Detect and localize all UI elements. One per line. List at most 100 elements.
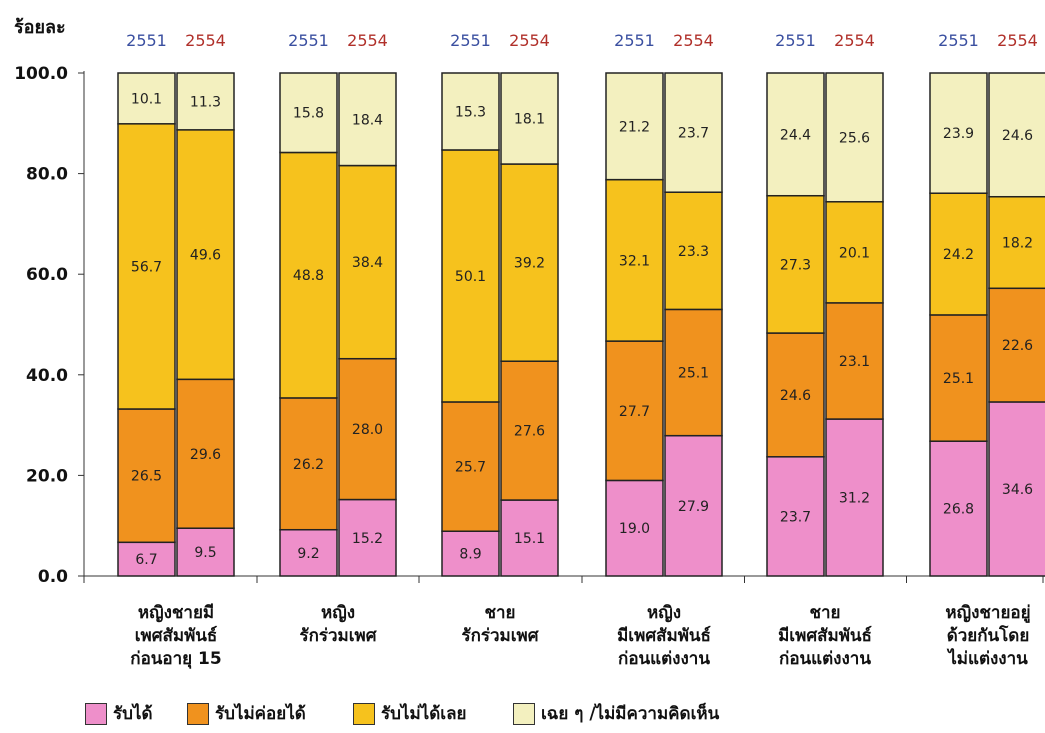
data-label-g4-b0-s1: 24.6 — [780, 388, 811, 404]
bar-segment-g3-b1-s2 — [664, 191, 723, 311]
bar-segment-g1-b0-s2 — [279, 151, 338, 399]
legend-label-barely-accept: รับไม่ค่อยได้ — [215, 704, 306, 724]
category-label-1-line-1: รักร่วมเพศ — [299, 626, 377, 646]
bar-segment-g3-b1-s1 — [664, 308, 723, 437]
bar-segment-g5-b1-s0 — [988, 401, 1045, 577]
category-label-3-line-2: ก่อนแต่งงาน — [618, 649, 710, 669]
year-label-3-2551: 2551 — [614, 31, 655, 50]
bar-segment-g4-b1-s2 — [825, 201, 884, 304]
year-label-4-2551: 2551 — [775, 31, 816, 50]
data-label-g2-b1-s1: 27.6 — [514, 424, 545, 440]
bar-segment-g5-b0-s2 — [929, 192, 988, 316]
data-label-g5-b0-s3: 23.9 — [943, 126, 974, 142]
year-label-0-2551: 2551 — [126, 31, 167, 50]
data-label-g4-b1-s3: 25.6 — [839, 130, 870, 146]
stacked-bar-chart: ร้อยละ 0.0 20.0 40.0 60.0 80.0 100.0 2551 6.7 26.… — [14, 17, 1045, 669]
bar-segment-g1-b0-s3 — [279, 72, 338, 154]
data-label-g5-b0-s2: 24.2 — [943, 247, 974, 263]
bar-segment-g4-b0-s3 — [766, 72, 825, 197]
category-label-1-line-0: หญิง — [321, 603, 355, 623]
data-label-g2-b1-s3: 18.1 — [514, 112, 545, 128]
bar-segment-g3-b1-s3 — [664, 72, 723, 193]
bar-segment-g5-b0-s1 — [929, 314, 988, 442]
data-label-g5-b0-s1: 25.1 — [943, 371, 974, 387]
data-label-g3-b1-s2: 23.3 — [678, 244, 709, 260]
year-label-5-2554: 2554 — [997, 31, 1038, 50]
y-tick-label-2: 40.0 — [26, 366, 68, 386]
bar-segment-g2-b1-s0 — [500, 499, 559, 577]
category-label-5-line-1: ด้วยกันโดย — [947, 625, 1030, 646]
category-label-4-line-1: มีเพศสัมพันธ์ — [778, 625, 872, 646]
data-label-g1-b1-s0: 15.2 — [352, 531, 383, 547]
bar-segment-g0-b0-s2 — [117, 123, 176, 410]
data-label-g4-b0-s3: 24.4 — [780, 127, 811, 143]
category-label-3-line-0: หญิง — [647, 603, 681, 623]
bar-segment-g1-b0-s1 — [279, 397, 338, 531]
legend: รับได้ รับไม่ค่อยได้ รับไม่ได้เลย เฉย ๆ … — [85, 700, 985, 730]
bar-segment-g0-b0-s1 — [117, 408, 176, 544]
legend-swatch-neutral — [513, 702, 535, 725]
legend-item-not-accept: รับไม่ได้เลย — [353, 700, 466, 727]
bar-segment-g0-b1-s1 — [176, 378, 235, 529]
legend-item-barely-accept: รับไม่ค่อยได้ — [187, 700, 306, 727]
bar-segment-g2-b1-s1 — [500, 360, 559, 501]
data-label-g0-b1-s0: 9.5 — [194, 545, 216, 561]
y-tick-label-5: 100.0 — [14, 64, 68, 84]
bar-segment-g2-b0-s2 — [441, 149, 500, 403]
legend-label-accept: รับได้ — [113, 704, 153, 724]
data-label-g3-b0-s1: 27.7 — [619, 404, 650, 420]
bar-segment-g1-b1-s3 — [338, 72, 397, 167]
legend-item-accept: รับได้ — [85, 700, 153, 727]
bar-segment-g3-b0-s3 — [605, 72, 664, 181]
data-label-g1-b0-s0: 9.2 — [297, 546, 319, 562]
data-label-g4-b0-s2: 27.3 — [780, 257, 811, 273]
data-label-g1-b0-s1: 26.2 — [293, 457, 324, 473]
data-label-g2-b0-s0: 8.9 — [459, 547, 481, 563]
bar-segment-g1-b1-s1 — [338, 357, 397, 501]
bar-segment-g1-b1-s0 — [338, 498, 397, 577]
category-label-5-line-0: หญิงชายอยู่ — [945, 603, 1030, 624]
legend-swatch-not-accept — [353, 702, 375, 725]
data-label-g1-b0-s3: 15.8 — [293, 106, 324, 122]
data-label-g5-b1-s2: 18.2 — [1002, 236, 1033, 252]
legend-swatch-barely-accept — [187, 702, 209, 725]
bar-segment-g0-b0-s0 — [117, 541, 176, 577]
year-label-0-2554: 2554 — [185, 31, 226, 50]
data-label-g0-b0-s1: 26.5 — [131, 469, 162, 485]
data-label-g2-b0-s1: 25.7 — [455, 460, 486, 476]
data-label-g4-b1-s1: 23.1 — [839, 354, 870, 370]
bar-segment-g5-b0-s0 — [929, 440, 988, 577]
data-label-g1-b1-s2: 38.4 — [352, 255, 383, 271]
bar-segment-g2-b0-s3 — [441, 72, 500, 151]
category-label-0-line-0: หญิงชายมี — [138, 602, 214, 623]
data-label-g0-b1-s2: 49.6 — [190, 248, 221, 264]
data-label-g4-b1-s2: 20.1 — [839, 245, 870, 261]
year-label-3-2554: 2554 — [673, 31, 714, 50]
bar-segment-g3-b1-s0 — [664, 434, 723, 577]
bar-segment-g0-b0-s3 — [117, 72, 176, 125]
bar-segment-g0-b1-s0 — [176, 527, 235, 577]
data-label-g0-b0-s3: 10.1 — [131, 91, 162, 107]
bar-segment-g4-b1-s1 — [825, 302, 884, 420]
data-label-g5-b1-s1: 22.6 — [1002, 338, 1033, 354]
data-label-g3-b1-s3: 23.7 — [678, 126, 709, 142]
legend-label-neutral: เฉย ๆ /ไม่มีความคิดเห็น — [541, 704, 720, 724]
data-label-g0-b1-s1: 29.6 — [190, 447, 221, 463]
bar-segment-g4-b0-s1 — [766, 332, 825, 458]
data-label-g1-b1-s1: 28.0 — [352, 422, 383, 438]
y-tick-label-1: 20.0 — [26, 466, 68, 486]
data-label-g3-b0-s2: 32.1 — [619, 253, 650, 269]
legend-label-not-accept: รับไม่ได้เลย — [381, 704, 467, 724]
category-label-5-line-2: ไม่แต่งงาน — [946, 648, 1028, 669]
year-label-1-2551: 2551 — [288, 31, 329, 50]
data-label-g3-b0-s3: 21.2 — [619, 119, 650, 135]
bar-segment-g2-b0-s1 — [441, 401, 500, 532]
bar-segment-g0-b1-s3 — [176, 72, 235, 131]
category-label-4-line-0: ชาย — [809, 603, 840, 623]
bar-segment-g2-b1-s2 — [500, 163, 559, 362]
data-label-g2-b1-s2: 39.2 — [514, 256, 545, 272]
data-label-g0-b0-s2: 56.7 — [131, 259, 162, 275]
data-label-g0-b0-s0: 6.7 — [135, 552, 157, 568]
bar-segment-g4-b0-s2 — [766, 194, 825, 334]
data-label-g1-b1-s3: 18.4 — [352, 112, 383, 128]
